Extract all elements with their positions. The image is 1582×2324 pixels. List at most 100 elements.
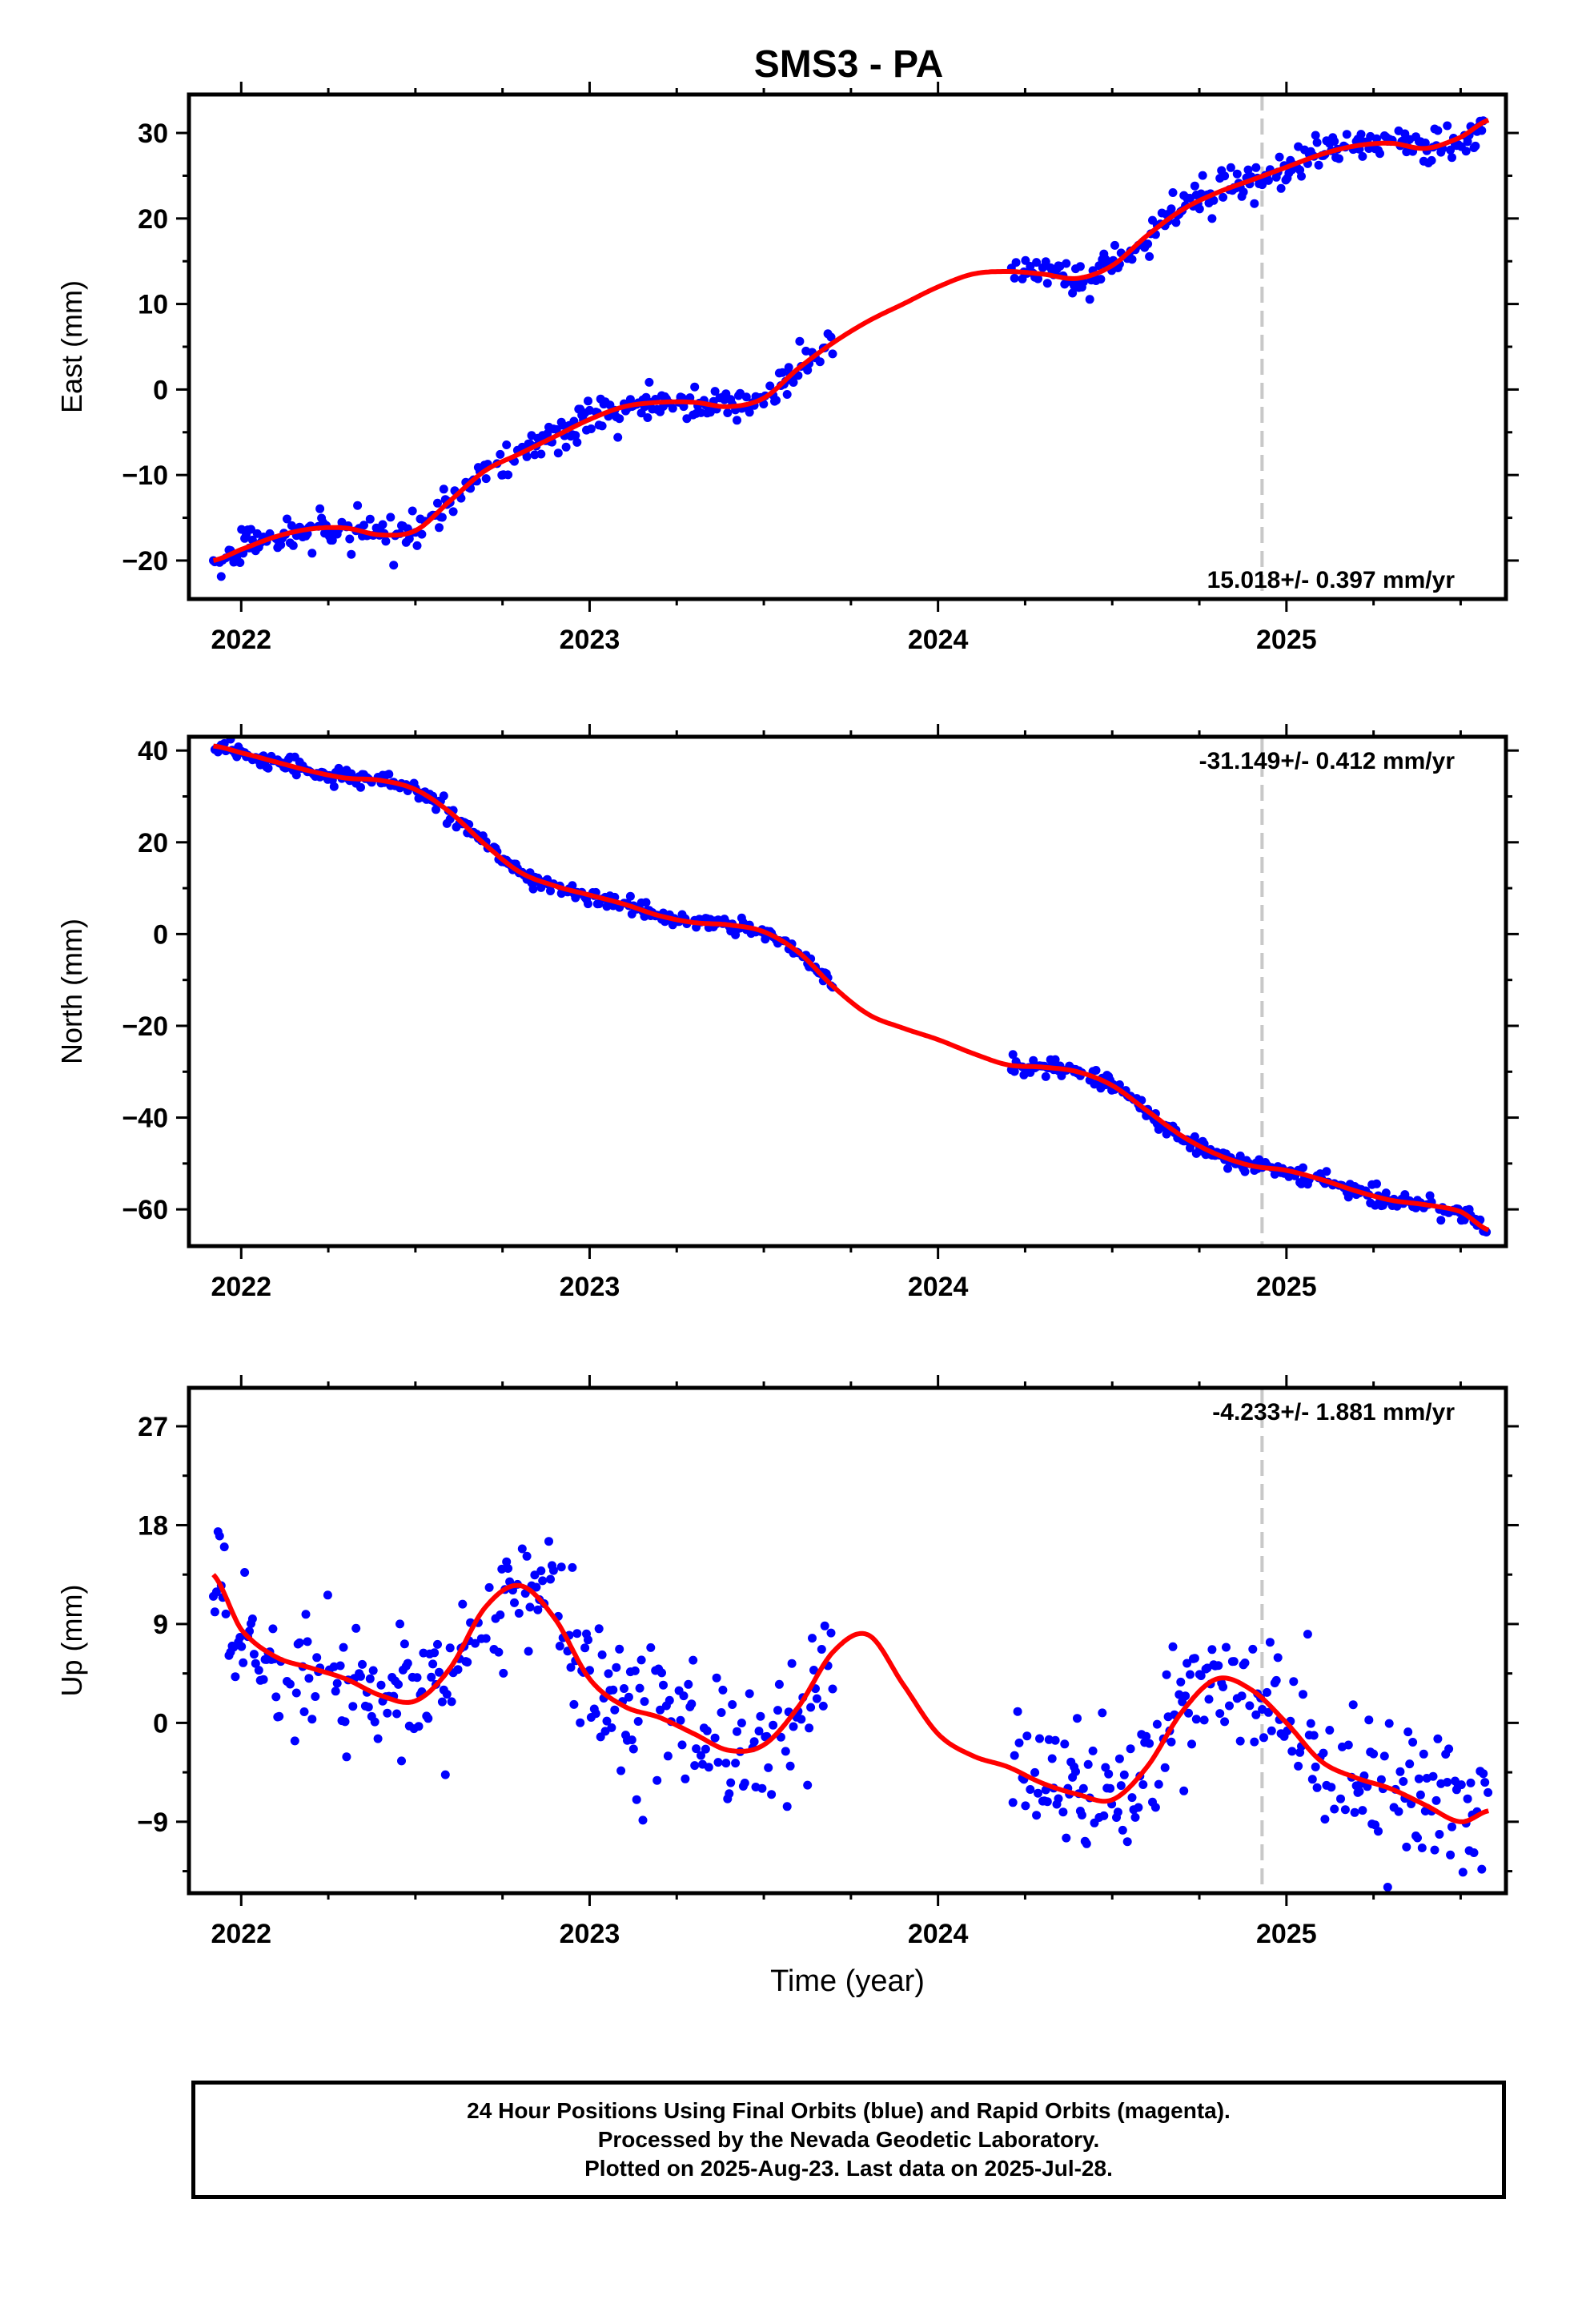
data-point — [1026, 1785, 1035, 1794]
data-point — [1259, 1733, 1268, 1743]
data-point — [216, 572, 226, 581]
data-point — [1433, 126, 1443, 135]
data-point — [1395, 1767, 1405, 1776]
data-point — [713, 1758, 723, 1767]
data-point — [481, 1634, 491, 1643]
data-point — [702, 1726, 712, 1735]
data-point — [808, 1634, 817, 1643]
data-point — [1273, 1653, 1283, 1663]
data-point — [1430, 1845, 1439, 1855]
data-point — [312, 1653, 322, 1663]
data-point — [254, 1666, 263, 1675]
data-point — [684, 1679, 693, 1689]
data-point — [1083, 1759, 1093, 1769]
data-point — [1198, 171, 1207, 180]
data-point — [538, 1576, 548, 1586]
data-point — [1433, 1734, 1443, 1743]
data-point — [1458, 1868, 1468, 1877]
data-point — [1263, 1707, 1273, 1717]
data-point — [777, 368, 787, 377]
data-point — [458, 1599, 468, 1609]
data-point — [1166, 204, 1176, 214]
data-point — [689, 1655, 698, 1665]
data-point — [726, 1778, 736, 1787]
data-point — [1122, 1837, 1132, 1847]
y-tick-label: 0 — [153, 375, 168, 405]
data-point — [555, 1642, 564, 1651]
data-point — [1010, 273, 1019, 283]
data-point — [558, 420, 568, 430]
data-point — [1384, 1719, 1394, 1728]
data-point — [339, 1642, 348, 1652]
data-point — [625, 891, 635, 901]
x-tick-label: 2023 — [560, 1272, 620, 1302]
data-point — [1199, 1715, 1209, 1725]
data-point — [1050, 1735, 1060, 1745]
data-point — [657, 1668, 666, 1678]
data-point — [571, 431, 580, 440]
data-point — [251, 1659, 260, 1668]
data-point — [1299, 1163, 1307, 1172]
data-point — [772, 396, 781, 405]
y-tick-label: 40 — [138, 736, 168, 766]
data-point — [1047, 1754, 1057, 1763]
data-point — [524, 1647, 533, 1656]
fit-curve — [212, 743, 1490, 1232]
data-point — [1469, 1848, 1479, 1857]
data-point — [1010, 1751, 1019, 1760]
data-point — [1091, 1066, 1101, 1075]
data-point — [437, 1697, 447, 1707]
rate-annotation: -31.149+/- 0.412 mm/yr — [1199, 748, 1456, 774]
data-point — [285, 1679, 295, 1689]
data-point — [356, 782, 365, 792]
data-point — [1447, 1822, 1456, 1831]
data-point — [785, 1761, 795, 1771]
data-point — [737, 1719, 746, 1727]
data-point — [522, 452, 532, 461]
data-point — [430, 1648, 440, 1658]
data-point — [397, 1756, 406, 1766]
data-point — [1022, 1731, 1032, 1741]
data-point — [496, 449, 505, 459]
data-point — [403, 1659, 412, 1668]
data-point — [1041, 257, 1050, 267]
data-point — [809, 1666, 818, 1675]
data-point — [1311, 1762, 1320, 1771]
data-point — [1399, 1777, 1408, 1786]
data-point — [530, 1570, 540, 1580]
data-point — [496, 1610, 505, 1619]
data-point — [291, 770, 301, 780]
data-point — [1403, 1727, 1413, 1737]
data-point — [1179, 1786, 1189, 1795]
data-point — [1307, 1775, 1317, 1784]
plot-frame — [187, 734, 1508, 1248]
data-point — [522, 1551, 532, 1561]
data-point — [353, 501, 363, 510]
data-point — [311, 1692, 320, 1701]
data-point — [641, 898, 651, 907]
data-point — [659, 1680, 668, 1690]
data-point — [536, 449, 546, 459]
data-point — [552, 424, 561, 434]
data-point — [1319, 1748, 1328, 1758]
data-point — [1032, 1811, 1042, 1820]
data-point — [1035, 1734, 1044, 1743]
data-point — [1008, 1050, 1018, 1059]
data-point — [826, 332, 836, 342]
data-point — [733, 416, 741, 425]
data-point — [1034, 1788, 1042, 1798]
data-point — [1220, 171, 1230, 181]
data-point — [1099, 1811, 1109, 1820]
data-point — [616, 1766, 626, 1775]
data-point — [548, 1566, 558, 1575]
data-point — [1168, 1642, 1178, 1651]
data-point — [613, 432, 623, 442]
data-points — [209, 116, 1488, 581]
data-point — [412, 541, 422, 550]
data-point — [1330, 1804, 1339, 1814]
data-point — [1060, 1739, 1070, 1749]
data-point — [1408, 1738, 1418, 1747]
data-point — [1119, 1770, 1129, 1779]
data-point — [384, 770, 394, 779]
data-point — [219, 1542, 229, 1552]
